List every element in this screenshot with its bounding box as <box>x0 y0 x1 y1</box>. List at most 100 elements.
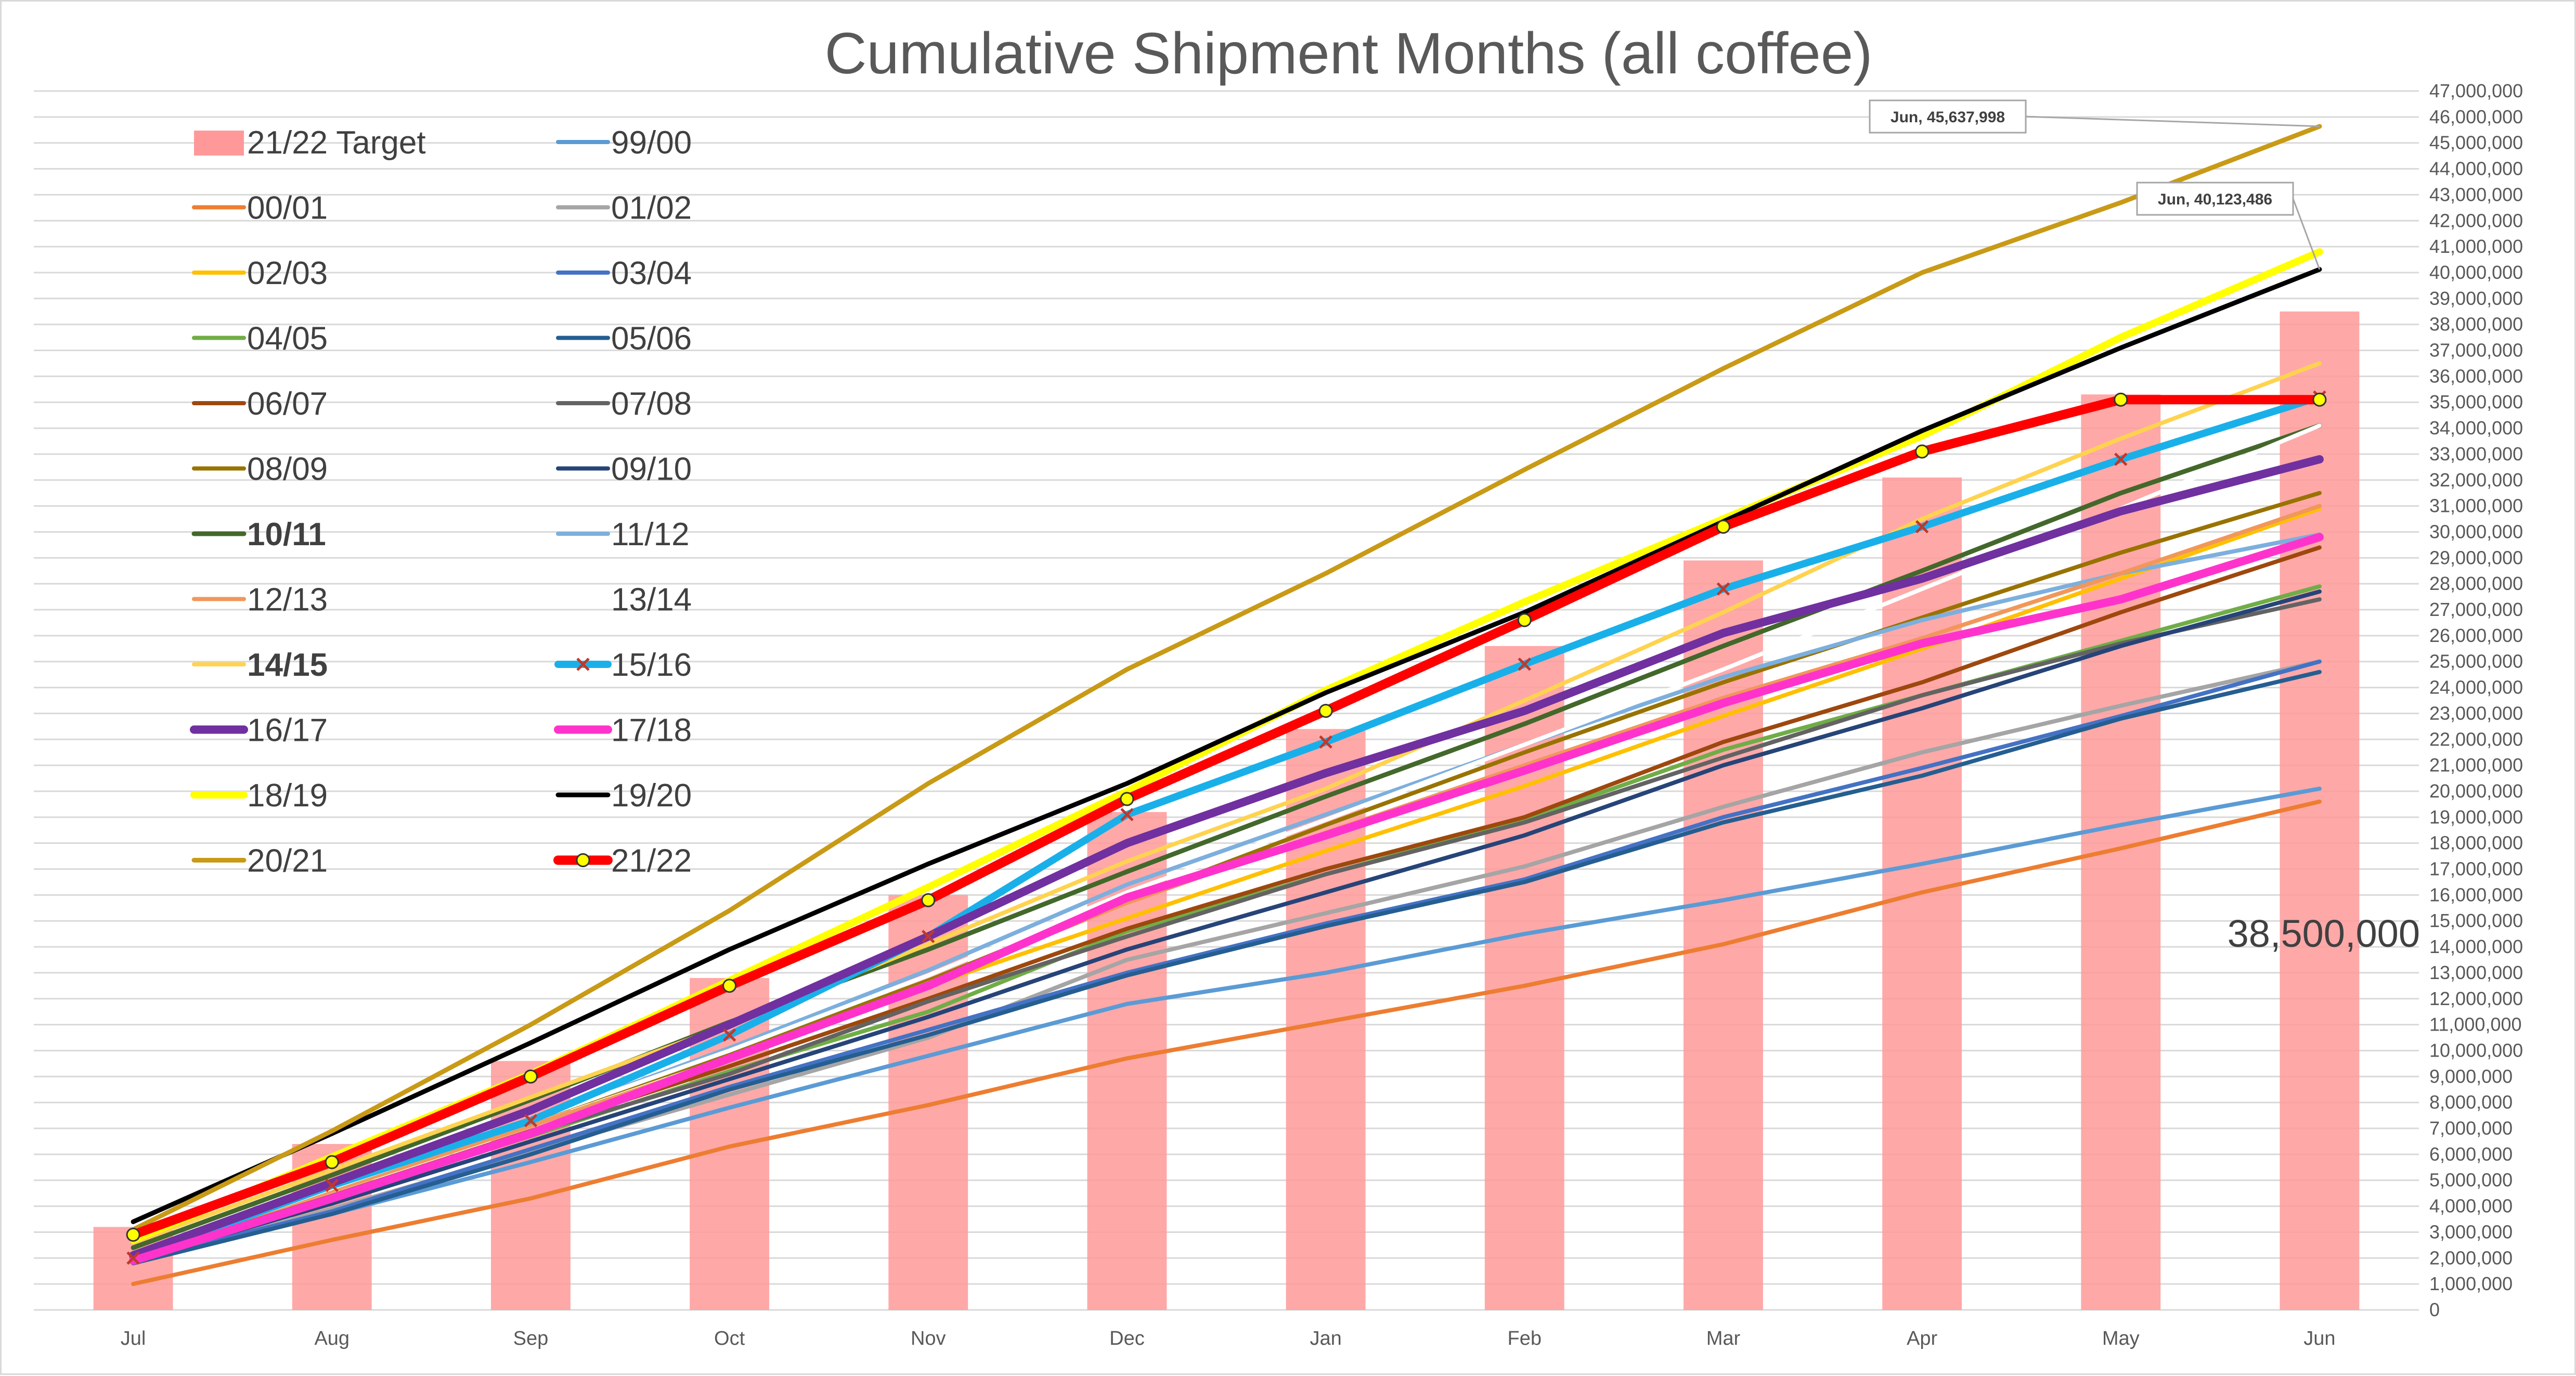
y-tick-label: 2,000,000 <box>2429 1247 2513 1268</box>
y-tick-label: 43,000,000 <box>2429 184 2523 205</box>
legend-label: 99/00 <box>611 125 692 161</box>
point-15-16-oct <box>722 1028 736 1042</box>
legend-item-18-19: 18/19 <box>190 778 328 814</box>
x-tick-label: Jan <box>1310 1328 1341 1349</box>
point-15-16-jan <box>1319 735 1332 749</box>
legend-label: 00/01 <box>247 190 328 226</box>
legend-item-19-20: 19/20 <box>555 778 692 814</box>
point-15-16-sep <box>524 1114 538 1127</box>
series-line-20-21 <box>131 124 2322 1232</box>
legend-label: 03/04 <box>611 255 692 291</box>
legend-label: 12/13 <box>247 582 328 618</box>
legend-label: 15/16 <box>611 647 692 683</box>
x-tick-label: Oct <box>714 1328 745 1349</box>
gridlines <box>34 90 2419 1311</box>
y-tick-label: 15,000,000 <box>2429 910 2523 931</box>
legend-label: 16/17 <box>247 713 328 749</box>
x-tick-label: Sep <box>513 1328 549 1349</box>
legend-label: 11/12 <box>611 517 690 552</box>
point-21-22-apr <box>1915 444 1930 459</box>
y-tick-label: 12,000,000 <box>2429 988 2523 1009</box>
point-21-22-sep <box>523 1069 538 1084</box>
point-21-22-feb <box>1517 613 1532 627</box>
legend-item-01-02: 01/02 <box>556 190 692 226</box>
callout-leader <box>2292 198 2321 270</box>
y-tick-label: 25,000,000 <box>2429 651 2523 672</box>
series-line-19-20 <box>131 267 2322 1224</box>
y-tick-label: 16,000,000 <box>2429 884 2523 905</box>
y-tick-label: 21,000,000 <box>2429 754 2523 776</box>
y-tick-label: 17,000,000 <box>2429 858 2523 880</box>
annotations: Jun, 45,637,998 Jun, 40,123,486 <box>1869 99 2321 270</box>
legend-label: 09/10 <box>611 452 692 487</box>
y-tick-label: 27,000,000 <box>2429 599 2523 620</box>
series-line-21-22 <box>128 395 2324 1240</box>
y-tick-label: 42,000,000 <box>2429 210 2523 231</box>
legend-item-02-03: 02/03 <box>192 255 328 291</box>
x-tick-label: Feb <box>1508 1328 1542 1349</box>
y-tick-label: 26,000,000 <box>2429 625 2523 646</box>
x-tick-label: Aug <box>314 1328 349 1349</box>
point-15-16-mar <box>1716 582 1730 596</box>
legend-item-14-15: 14/15 <box>192 647 328 683</box>
y-tick-label: 6,000,000 <box>2429 1143 2513 1165</box>
legend-item-06-07: 06/07 <box>192 386 328 422</box>
x-tick-label: Mar <box>1706 1328 1741 1349</box>
y-tick-label: 31,000,000 <box>2429 495 2523 517</box>
legend-item-21-22: 21/22 <box>553 843 692 879</box>
callout-box <box>2136 182 2294 216</box>
legend-label: 14/15 <box>247 647 328 683</box>
y-tick-label: 46,000,000 <box>2429 106 2523 127</box>
legend-label: 18/19 <box>247 778 328 814</box>
legend-label: 10/11 <box>247 517 326 552</box>
y-tick-label: 19,000,000 <box>2429 806 2523 828</box>
callout-label: Jun, 40,123,486 <box>2158 191 2272 208</box>
legend-item-00-01: 00/01 <box>192 190 328 226</box>
y-tick-label: 34,000,000 <box>2429 417 2523 439</box>
legend-label: 08/09 <box>247 452 328 487</box>
y-tick-label: 32,000,000 <box>2429 469 2523 491</box>
legend-label: 02/03 <box>247 255 328 291</box>
y-tick-label: 23,000,000 <box>2429 702 2523 724</box>
legend-item-07-08: 07/08 <box>556 386 692 422</box>
series-line-17-18 <box>129 533 2324 1265</box>
series-markers <box>126 390 2327 1265</box>
y-tick-label: 41,000,000 <box>2429 236 2523 257</box>
series-line-09-10 <box>131 589 2322 1263</box>
series-line-03-04 <box>131 659 2322 1263</box>
series-line-05-06 <box>131 670 2322 1266</box>
y-tick-label: 37,000,000 <box>2429 340 2523 361</box>
x-tick-label: Dec <box>1109 1328 1145 1349</box>
callout-box <box>1869 99 2027 134</box>
y-tick-label: 13,000,000 <box>2429 962 2523 983</box>
y-tick-label: 40,000,000 <box>2429 262 2523 283</box>
callout-leader <box>2025 115 2320 127</box>
chart-title: Cumulative Shipment Months (all coffee) <box>825 21 1873 86</box>
legend-item-99-00: 99/00 <box>556 125 692 161</box>
legend-label: 21/22 Target <box>247 125 426 161</box>
series-line-14-15 <box>131 361 2322 1245</box>
legend-label: 06/07 <box>247 386 328 422</box>
y-tick-label: 20,000,000 <box>2429 780 2523 802</box>
series-line-00-01 <box>131 799 2322 1287</box>
y-axis: 0 1,000,000 2,000,000 3,000,000 4,000,000 5,0… <box>2429 80 2523 1320</box>
y-tick-label: 36,000,000 <box>2429 365 2523 387</box>
y-tick-label: 30,000,000 <box>2429 521 2523 542</box>
legend-item-09-10: 09/10 <box>556 452 692 487</box>
y-tick-label: 28,000,000 <box>2429 573 2523 594</box>
point-15-16-aug <box>325 1178 339 1192</box>
series-line-10-11 <box>131 423 2322 1250</box>
y-tick-label: 5,000,000 <box>2429 1169 2513 1191</box>
legend-item-03-04: 03/04 <box>556 255 692 291</box>
point-21-22-aug <box>325 1155 339 1169</box>
y-tick-label: 10,000,000 <box>2429 1039 2523 1061</box>
y-tick-label: 0 <box>2429 1299 2440 1320</box>
point-21-22-jan <box>1318 703 1333 718</box>
point-21-22-may <box>2114 392 2128 407</box>
x-tick-label: May <box>2102 1328 2140 1349</box>
x-axis: Jul Aug Sep Oct Nov Dec Jan Feb Mar Apr May Jun <box>121 1328 2336 1349</box>
point-15-16-may <box>2114 453 2128 466</box>
legend-label: 04/05 <box>247 321 328 357</box>
